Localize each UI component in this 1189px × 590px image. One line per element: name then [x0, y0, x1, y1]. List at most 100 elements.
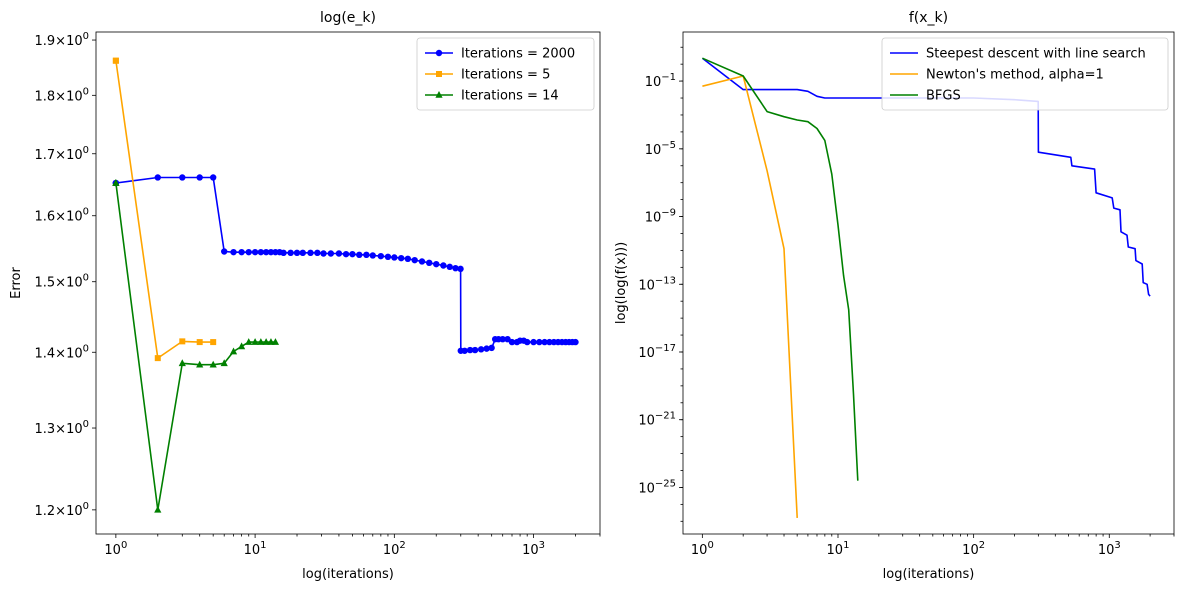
- y-tick-label: 10−13: [638, 275, 676, 293]
- y-tick-label-base: 10: [645, 211, 662, 226]
- y-tick-label-exponent: −9: [661, 208, 676, 219]
- data-point: [471, 346, 479, 354]
- data-point: [377, 252, 385, 260]
- y-tick-exponent: 0: [83, 145, 89, 156]
- data-point: [440, 262, 447, 269]
- y-tick-label: 1.2×100: [34, 501, 89, 519]
- legend-marker-2: [435, 91, 443, 98]
- y-tick-label: 1.5×100: [34, 273, 89, 291]
- data-point: [404, 255, 412, 263]
- data-point: [257, 248, 265, 256]
- chart-title: f(x_k): [909, 10, 948, 26]
- data-point: [287, 249, 294, 257]
- x-tick-label: 100: [691, 540, 714, 558]
- data-point: [267, 248, 275, 256]
- y-tick-label-base: 10: [638, 278, 655, 293]
- y-tick-mantissa: 1.2: [34, 504, 55, 519]
- y-tick-base: 10: [66, 346, 83, 361]
- x-tick-label-base: 10: [962, 543, 979, 558]
- y-tick-label-base: 10: [638, 414, 655, 429]
- data-point: [179, 174, 186, 181]
- data-point: [209, 360, 217, 368]
- y-tick-base: 10: [66, 210, 83, 225]
- y-tick-label: 1.7×100: [34, 145, 89, 163]
- y-tick-exponent: 0: [83, 419, 89, 430]
- axes-frame: [682, 31, 1175, 535]
- y-tick-times: ×: [55, 34, 66, 49]
- y-tick-mantissa: 1.4: [34, 346, 55, 361]
- data-point: [154, 505, 162, 513]
- data-point: [384, 253, 392, 261]
- data-point: [245, 338, 253, 345]
- y-tick-label-exponent: −17: [655, 343, 676, 354]
- y-tick-mantissa: 1.5: [34, 276, 55, 291]
- data-point: [536, 338, 543, 346]
- x-tick-label-base: 10: [383, 543, 400, 558]
- data-point: [154, 355, 161, 362]
- data-point: [271, 338, 280, 345]
- x-tick-label: 102: [962, 540, 985, 558]
- data-point: [314, 249, 321, 257]
- data-point: [349, 250, 356, 258]
- y-tick-times: ×: [55, 504, 66, 519]
- x-tick-label: 102: [383, 540, 406, 558]
- data-point: [369, 252, 376, 259]
- y-tick-label: 10−25: [638, 478, 676, 496]
- data-point: [112, 57, 119, 64]
- data-point: [196, 360, 204, 368]
- data-point: [196, 339, 203, 346]
- legend-box: [416, 37, 595, 111]
- data-point: [262, 338, 270, 345]
- y-tick-base: 10: [66, 504, 83, 519]
- y-tick-label: 1.8×100: [34, 86, 89, 104]
- data-point: [229, 347, 238, 355]
- data-point: [262, 248, 270, 256]
- data-point: [457, 265, 464, 273]
- y-tick-label-base: 10: [645, 75, 662, 90]
- data-point: [363, 251, 370, 259]
- y-tick-base: 10: [66, 422, 83, 437]
- y-tick-label: 1.3×100: [34, 419, 89, 437]
- y-tick-times: ×: [55, 89, 66, 104]
- y-tick-mantissa: 1.7: [34, 148, 55, 163]
- y-tick-mantissa: 1.3: [34, 422, 55, 437]
- data-point: [293, 249, 301, 257]
- data-point: [154, 174, 161, 181]
- x-tick-label: 101: [244, 540, 267, 558]
- y-tick-label-base: 10: [638, 481, 655, 496]
- legend-box: [881, 37, 1169, 111]
- data-point: [541, 338, 548, 346]
- y-tick-label-exponent: −13: [655, 275, 676, 286]
- y-tick-exponent: 0: [83, 273, 89, 284]
- y-tick-label: 1.9×100: [34, 31, 89, 49]
- data-point: [530, 338, 537, 346]
- y-axis-label: Error: [9, 267, 24, 299]
- data-point: [356, 251, 363, 259]
- data-point: [426, 259, 433, 267]
- data-point: [210, 339, 217, 346]
- data-point: [461, 347, 468, 354]
- data-point: [466, 346, 474, 354]
- data-point: [245, 248, 252, 256]
- data-point: [112, 179, 120, 186]
- y-tick-base: 10: [66, 89, 83, 104]
- x-tick-label-base: 10: [1098, 543, 1115, 558]
- x-tick-label-base: 10: [522, 543, 539, 558]
- y-tick-label: 10−5: [645, 140, 676, 158]
- data-point: [342, 250, 350, 258]
- data-point: [477, 346, 485, 353]
- legend-label-0: Iterations = 2000: [461, 47, 575, 62]
- x-tick-label-base: 10: [691, 543, 708, 558]
- data-point: [280, 249, 287, 257]
- data-point: [446, 263, 453, 271]
- data-point: [327, 250, 335, 257]
- y-tick-label-base: 10: [638, 346, 655, 361]
- x-tick-label-exponent: 1: [843, 540, 849, 551]
- y-tick-base: 10: [66, 276, 83, 291]
- y-tick-mantissa: 1.9: [34, 34, 55, 49]
- plot-area: [701, 57, 1151, 518]
- data-point: [397, 254, 405, 262]
- data-point: [209, 174, 217, 181]
- y-tick-label: 1.4×100: [34, 343, 89, 361]
- data-point: [238, 342, 246, 350]
